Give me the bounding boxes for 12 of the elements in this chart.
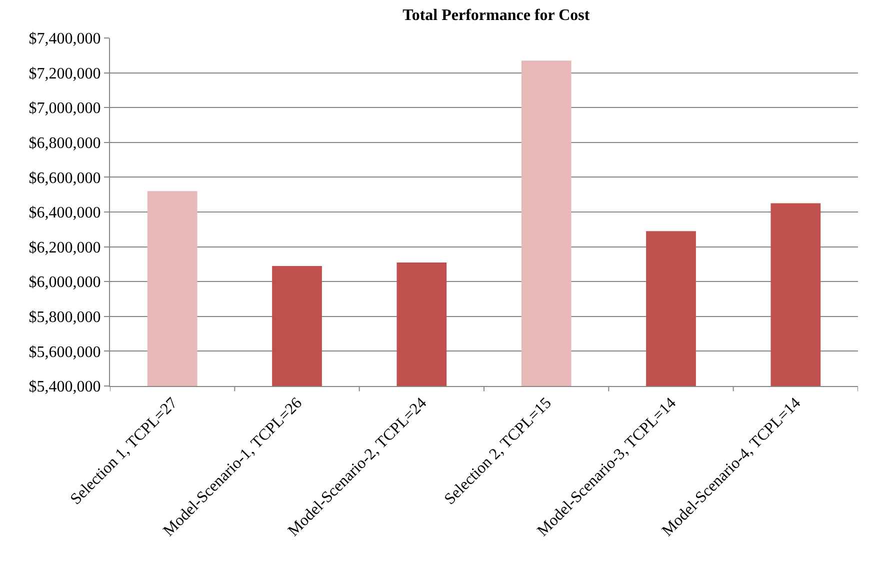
y-tick-label: $5,600,000 — [28, 344, 101, 361]
y-tick-label: $7,200,000 — [28, 65, 101, 82]
y-tick-label: $5,800,000 — [28, 309, 101, 326]
y-tick-label: $6,400,000 — [28, 204, 101, 222]
y-tick-label: $7,000,000 — [28, 100, 101, 118]
y-tick-label: $6,000,000 — [28, 274, 101, 292]
y-tick-label: $6,600,000 — [28, 170, 101, 187]
y-tick-label: $7,400,000 — [28, 30, 101, 48]
y-tick-label: $6,800,000 — [28, 135, 101, 152]
y-tick-label: $5,400,000 — [28, 378, 101, 396]
y-tick-label: $6,200,000 — [28, 239, 101, 256]
chart-title: Total Performance for Cost — [402, 6, 590, 24]
